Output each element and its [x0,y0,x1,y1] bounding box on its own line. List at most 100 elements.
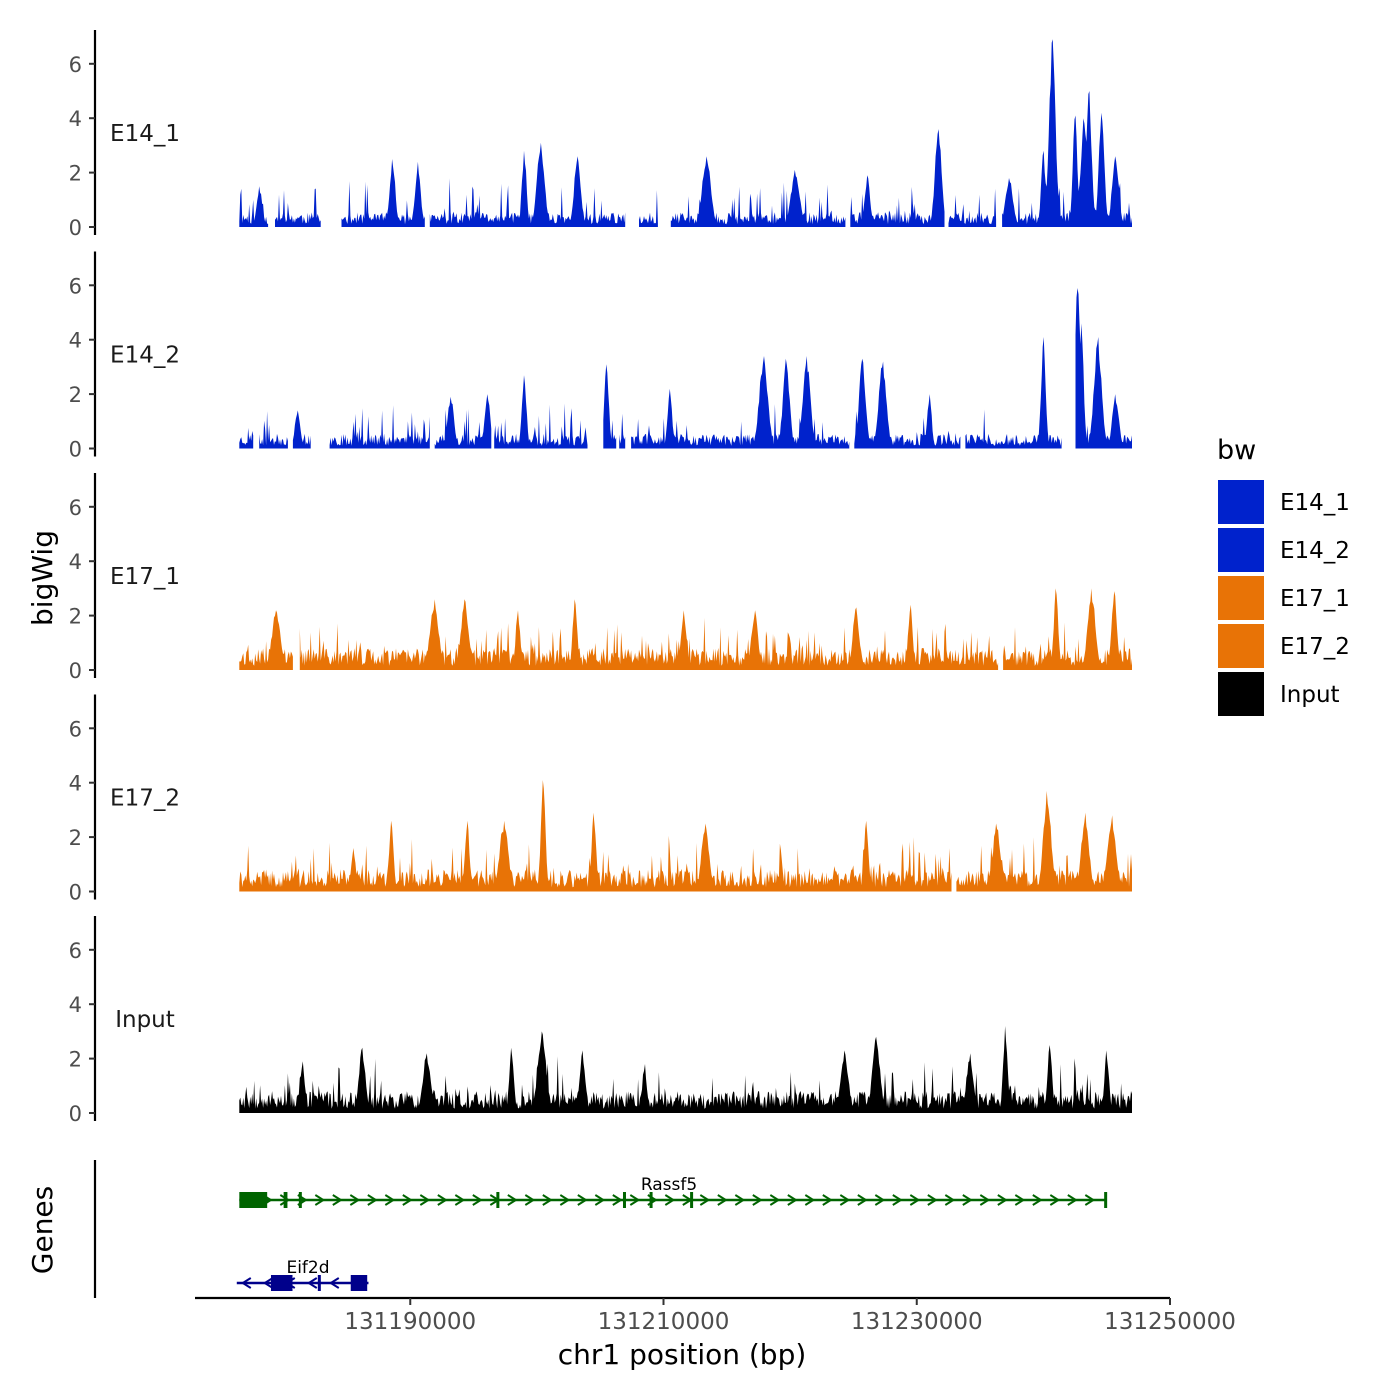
coverage-area-E14_1 [670,156,846,227]
strand-arrow [734,1194,746,1206]
track-label: E17_1 [110,564,180,590]
gene-exon [690,1192,694,1208]
track-E14_1: 0 2 4 6 E14_1 [69,30,1132,240]
coverage-area-E14_2 [965,337,1062,449]
coverage-area-E14_1 [429,142,626,227]
strand-arrow [1067,1194,1078,1206]
gene-exon [298,1192,302,1208]
coverage-area-E17_2 [239,780,952,892]
gene-exon [317,1275,321,1291]
y-tick-label: 2 [69,826,82,850]
coverage-area-E14_2 [1075,288,1132,449]
coverage-area-E14_1 [1002,39,1132,227]
legend-item-E17_1: E17_1 [1218,576,1350,620]
coverage-area-E17_1 [1003,588,1132,670]
y-tick-label: 4 [69,550,82,574]
strand-arrow [419,1194,431,1206]
gene-exon [1104,1192,1108,1208]
strand-arrow [979,1194,991,1206]
strand-arrow [699,1194,711,1206]
coverage-area-E14_2 [259,411,288,449]
legend: bw E14_1 E14_2 E17_1 E17_2 Input [1217,435,1350,716]
strand-arrow [944,1194,956,1206]
strand-arrow [577,1194,588,1206]
x-tick-label: 131210000 [598,1309,730,1335]
x-tick-label: 131190000 [344,1309,476,1335]
coverage-area-E17_1 [299,599,999,670]
strand-arrow [314,1194,326,1206]
strand-arrow [1084,1194,1096,1206]
strand-arrow [787,1194,798,1206]
strand-arrow [769,1194,781,1206]
legend-swatch [1218,480,1264,524]
legend-swatch [1218,576,1264,620]
strand-arrow [594,1194,606,1206]
track-label: E14_2 [110,343,180,369]
strand-arrow [279,1194,291,1206]
y-tick-label: 6 [69,939,82,963]
strand-arrow [892,1194,903,1206]
coverage-area-E14_1 [275,188,321,227]
coverage-area-E14_1 [341,159,425,227]
y-tick-label: 2 [69,605,82,629]
gene-exon [496,1192,500,1208]
gene-exon [350,1275,368,1291]
track-E17_1: 0 2 4 6 E17_1 [69,473,1132,683]
strand-arrow [349,1194,361,1206]
coverage-area-E14_1 [639,190,658,227]
y-tick-label: 6 [69,496,82,520]
coverage-area-E14_2 [239,427,254,449]
legend-label: E14_1 [1280,490,1350,516]
strand-arrow [822,1194,833,1206]
strand-arrow [262,1277,274,1289]
strand-arrow [367,1194,378,1206]
x-axis-title: chr1 position (bp) [558,1338,807,1371]
legend-label: E17_2 [1280,634,1350,660]
coverage-area-E14_2 [292,410,311,449]
y-tick-label: 2 [69,1048,82,1072]
track-label: E14_1 [110,121,180,147]
strand-arrow [524,1194,536,1206]
coverage-area-E17_2 [956,790,1132,892]
y-tick-label: 0 [69,216,82,240]
strand-arrow [1032,1194,1043,1206]
track-label: Input [115,1007,175,1033]
coverage-area-E14_2 [603,364,617,449]
strand-arrow [1014,1194,1026,1206]
legend-item-E14_2: E14_2 [1218,528,1350,572]
coverage-tracks: 0 2 4 6 E14_1 0 2 4 6 E14_2 0 2 4 6 E17_1 0 2 4 6 E17_2 0 2 4 6… [69,30,1133,1126]
y-tick-label: 0 [69,438,82,462]
legend-label: E17_1 [1280,586,1350,612]
genes-axis-title: Genes [26,1186,59,1274]
gene-exon [649,1192,653,1208]
gene-track: Rassf5 Eif2d [93,1160,1108,1298]
strand-arrow [909,1194,921,1206]
strand-arrow [328,1277,340,1289]
strand-arrow [472,1194,483,1206]
gene-exon [270,1275,293,1291]
strand-arrow [507,1194,518,1206]
strand-arrow [1049,1194,1061,1206]
coverage-area-E14_2 [494,375,588,449]
strand-arrow [857,1194,868,1206]
gene-exon [239,1192,268,1208]
y-tick-label: 4 [69,107,82,131]
y-tick-label: 6 [69,53,82,77]
coverage-area-E14_2 [854,358,961,449]
coverage-area-E14_1 [948,188,997,227]
coverage-area-Input [239,1026,1133,1113]
strand-arrow [874,1194,886,1206]
coverage-area-E14_2 [434,394,492,449]
strand-arrow [240,1277,252,1289]
y-tick-label: 2 [69,383,82,407]
strand-arrow [804,1194,816,1206]
strand-arrow [752,1194,763,1206]
track-Input: 0 2 4 6 Input [69,916,1133,1126]
y-axis-title: bigWig [26,530,59,626]
strand-arrow [454,1194,466,1206]
y-tick-label: 2 [69,162,82,186]
strand-arrow [306,1277,318,1289]
x-tick-label: 131250000 [1104,1309,1236,1335]
strand-arrow [962,1194,973,1206]
